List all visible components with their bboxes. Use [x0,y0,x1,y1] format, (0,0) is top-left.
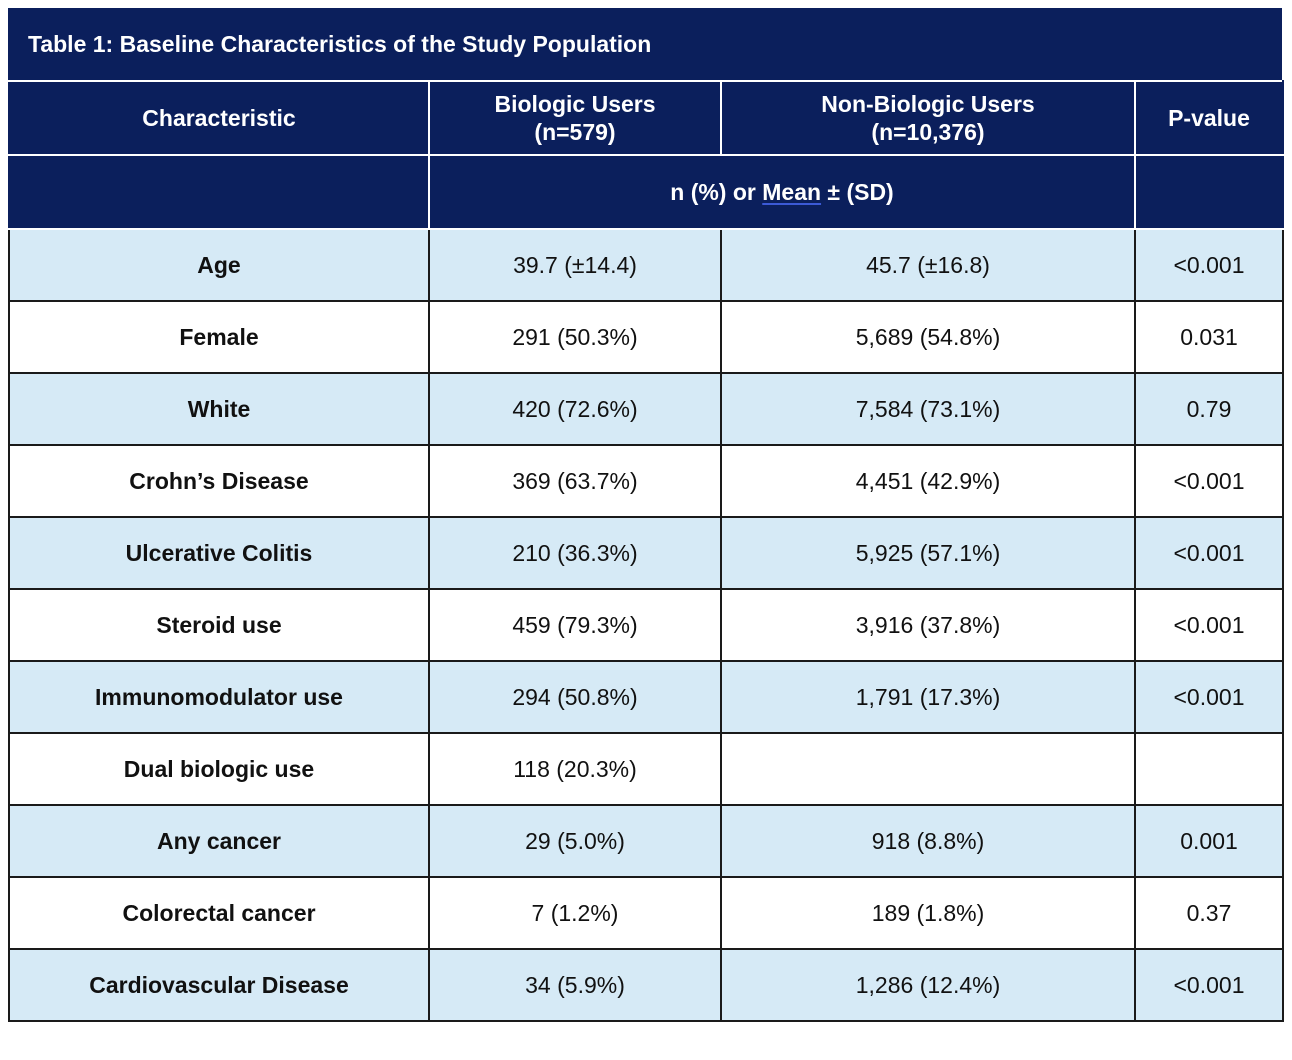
cell-nonbiologic: 918 (8.8%) [720,804,1136,878]
cell-nonbiologic: 4,451 (42.9%) [720,444,1136,518]
cell-characteristic: Ulcerative Colitis [8,516,430,590]
table-row: Dual biologic use 118 (20.3%) [8,732,1284,806]
cell-biologic: 369 (63.7%) [428,444,722,518]
cell-characteristic: Any cancer [8,804,430,878]
table-row: Cardiovascular Disease 34 (5.9%) 1,286 (12… [8,948,1284,1022]
header-biologic: Biologic Users (n=579) [428,80,722,156]
table-row: Steroid use 459 (79.3%) 3,916 (37.8%) <0.00… [8,588,1284,662]
cell-biologic: 39.7 (±14.4) [428,228,722,302]
cell-pvalue: <0.001 [1134,948,1284,1022]
cell-pvalue: 0.031 [1134,300,1284,374]
table-title: Table 1: Baseline Characteristics of the… [8,8,1282,80]
cell-pvalue: <0.001 [1134,516,1284,590]
cell-pvalue: <0.001 [1134,660,1284,734]
header-row: Characteristic Biologic Users (n=579) No… [8,80,1284,156]
cell-characteristic: Age [8,228,430,302]
cell-characteristic: Steroid use [8,588,430,662]
table-row: Ulcerative Colitis 210 (36.3%) 5,925 (57.1… [8,516,1284,590]
cell-biologic: 291 (50.3%) [428,300,722,374]
cell-characteristic: Immunomodulator use [8,660,430,734]
cell-characteristic: Colorectal cancer [8,876,430,950]
subheader-units: n (%) or Mean ± (SD) [428,154,1136,230]
table-row: Immunomodulator use 294 (50.8%) 1,791 (17.… [8,660,1284,734]
table-container: Table 1: Baseline Characteristics of the… [8,8,1284,1022]
cell-characteristic: Female [8,300,430,374]
table-row: Female 291 (50.3%) 5,689 (54.8%) 0.031 [8,300,1284,374]
subheader-empty-left [8,154,430,230]
cell-biologic: 420 (72.6%) [428,372,722,446]
header-pvalue: P-value [1134,80,1284,156]
header-biologic-n: (n=579) [534,119,616,145]
cell-nonbiologic: 3,916 (37.8%) [720,588,1136,662]
baseline-table: Characteristic Biologic Users (n=579) No… [8,80,1284,1022]
cell-nonbiologic: 7,584 (73.1%) [720,372,1136,446]
cell-nonbiologic: 1,791 (17.3%) [720,660,1136,734]
table-row: White 420 (72.6%) 7,584 (73.1%) 0.79 [8,372,1284,446]
cell-nonbiologic: 5,689 (54.8%) [720,300,1136,374]
header-nonbiologic-n: (n=10,376) [871,119,985,145]
cell-characteristic: White [8,372,430,446]
cell-pvalue: <0.001 [1134,444,1284,518]
header-biologic-label: Biologic Users [494,91,656,117]
table-body: Age 39.7 (±14.4) 45.7 (±16.8) <0.001 Female 2… [8,228,1284,1022]
cell-pvalue: 0.001 [1134,804,1284,878]
header-characteristic: Characteristic [8,80,430,156]
header-nonbiologic: Non-Biologic Users (n=10,376) [720,80,1136,156]
header-nonbiologic-label: Non-Biologic Users [821,91,1035,117]
cell-nonbiologic: 189 (1.8%) [720,876,1136,950]
table-row: Colorectal cancer 7 (1.2%) 189 (1.8%) 0.37 [8,876,1284,950]
cell-biologic: 29 (5.0%) [428,804,722,878]
cell-biologic: 459 (79.3%) [428,588,722,662]
cell-pvalue: <0.001 [1134,228,1284,302]
cell-pvalue: 0.37 [1134,876,1284,950]
subheader-empty-right [1134,154,1284,230]
cell-characteristic: Cardiovascular Disease [8,948,430,1022]
cell-biologic: 34 (5.9%) [428,948,722,1022]
subheader-prefix: n (%) or [670,178,763,205]
cell-pvalue: 0.79 [1134,372,1284,446]
subheader-suffix: ± (SD) [821,178,894,205]
cell-nonbiologic: 45.7 (±16.8) [720,228,1136,302]
table-row: Age 39.7 (±14.4) 45.7 (±16.8) <0.001 [8,228,1284,302]
cell-nonbiologic: 1,286 (12.4%) [720,948,1136,1022]
cell-biologic: 210 (36.3%) [428,516,722,590]
cell-biologic: 118 (20.3%) [428,732,722,806]
cell-biologic: 7 (1.2%) [428,876,722,950]
cell-pvalue: <0.001 [1134,588,1284,662]
cell-pvalue [1134,732,1284,806]
subheader-row: n (%) or Mean ± (SD) [8,154,1284,230]
table-row: Any cancer 29 (5.0%) 918 (8.8%) 0.001 [8,804,1284,878]
cell-biologic: 294 (50.8%) [428,660,722,734]
cell-characteristic: Crohn’s Disease [8,444,430,518]
cell-nonbiologic: 5,925 (57.1%) [720,516,1136,590]
cell-characteristic: Dual biologic use [8,732,430,806]
table-row: Crohn’s Disease 369 (63.7%) 4,451 (42.9%) <… [8,444,1284,518]
subheader-mean: Mean [762,178,822,205]
cell-nonbiologic [720,732,1136,806]
